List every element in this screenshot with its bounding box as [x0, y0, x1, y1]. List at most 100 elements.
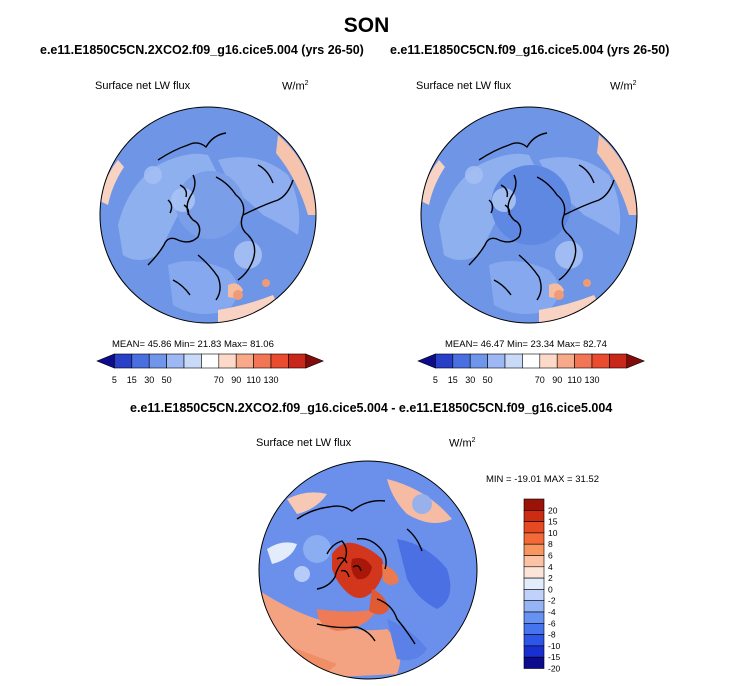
colorbar-tick-label: 130 — [263, 375, 278, 385]
colorbar-tick-label: 5 — [112, 375, 117, 385]
field-patch — [144, 166, 162, 184]
colorbar-tick-label: 4 — [548, 562, 553, 572]
coastline — [493, 279, 512, 296]
colorbar-tick-label: -6 — [548, 618, 556, 628]
colorbar-end-low — [96, 353, 115, 369]
panel3-units-label: W/m2 — [449, 437, 476, 450]
map-field — [421, 107, 637, 323]
field-patch — [539, 157, 621, 235]
colorbar-swatch — [201, 353, 220, 369]
colorbar-swatch — [270, 353, 289, 369]
coastline — [147, 174, 201, 266]
coastline — [488, 184, 511, 216]
field-patch — [171, 188, 195, 212]
colorbar-swatch — [131, 353, 150, 369]
panel1-units-label: W/m2 — [282, 80, 309, 93]
colorbar-end-high — [305, 353, 325, 369]
colorbar-tick-label: 90 — [552, 375, 562, 385]
colorbar-swatch — [523, 510, 545, 522]
colorbar-swatch — [523, 577, 545, 590]
colorbar-swatch — [523, 645, 545, 658]
field-patch — [382, 564, 399, 585]
coastline — [518, 254, 542, 301]
coastline — [478, 132, 548, 161]
coastline — [336, 556, 362, 578]
colorbar-end-high — [626, 353, 646, 369]
field-patch — [233, 290, 243, 300]
colorbar-swatch — [522, 353, 541, 369]
colorbar-swatch — [435, 353, 454, 369]
field-patch — [489, 261, 559, 314]
colorbar-tick-label: 8 — [548, 539, 553, 549]
field-patch — [267, 542, 297, 564]
colorbar-end-low — [417, 353, 436, 369]
colorbar-tick-label: 70 — [535, 375, 545, 385]
colorbar-tick-label: 0 — [548, 584, 553, 594]
colorbar-swatch — [523, 656, 545, 669]
panel1-stats: MEAN= 45.86 Min= 21.83 Max= 81.06 — [112, 339, 274, 350]
panel2-variable-label: Surface net LW flux — [416, 80, 512, 92]
colorbar-tick-label: 15 — [548, 517, 558, 527]
colorbar-swatch — [166, 353, 185, 369]
coastline — [167, 184, 190, 216]
colorbar-swatch — [523, 566, 545, 579]
colorbar-swatch — [523, 623, 545, 635]
colorbar-tick-label: -20 — [548, 664, 561, 674]
colorbar-swatch — [523, 498, 545, 511]
colorbar-swatch — [523, 555, 545, 568]
colorbar-tick-label: -10 — [548, 641, 561, 651]
field-patch — [387, 619, 427, 661]
colorbar-tick-label: 30 — [144, 375, 154, 385]
map-field — [259, 461, 477, 679]
colorbar-swatch — [253, 353, 272, 369]
coastline — [172, 279, 191, 296]
coastline — [242, 179, 294, 216]
colorbar-tick-label: -4 — [548, 607, 556, 617]
colorbar-tick-label: 6 — [548, 551, 553, 561]
colorbar-swatch — [523, 543, 545, 556]
coastline — [563, 179, 615, 216]
panel3-stats: MIN = -19.01 MAX = 31.52 — [486, 474, 600, 485]
field-patch — [555, 241, 583, 269]
coastline — [468, 174, 522, 266]
colorbar-swatch — [469, 353, 488, 369]
field-patch — [276, 135, 316, 215]
coastline — [197, 254, 221, 301]
colorbar-tick-label: 130 — [584, 375, 599, 385]
colorbar-tick-label: 90 — [231, 375, 241, 385]
colorbar-tick-label: 70 — [214, 375, 224, 385]
coastline — [257, 164, 274, 184]
field-patch — [369, 589, 389, 615]
field-patch — [218, 295, 278, 323]
colorbar-swatch — [523, 611, 545, 624]
colorbar-swatch — [183, 353, 202, 369]
field-patch — [539, 295, 599, 323]
colorbar-swatch — [114, 353, 133, 369]
colorbar-tick-label: 15 — [127, 375, 137, 385]
colorbar-swatch — [523, 600, 545, 613]
coastline — [215, 176, 256, 281]
field-patch — [168, 261, 238, 314]
field-patch — [492, 188, 516, 212]
colorbar-swatch — [523, 532, 545, 545]
panel3-title: e.e11.E1850C5CN.2XCO2.f09_g16.cice5.004 … — [130, 401, 613, 415]
colorbar-swatch — [288, 353, 307, 369]
colorbar-tick-label: -15 — [548, 652, 561, 662]
panel2-polar-map — [420, 106, 638, 324]
colorbar-tick-label: 50 — [162, 375, 172, 385]
colorbar-tick-label: -8 — [548, 630, 556, 640]
panel1-title: e.e11.E1850C5CN.2XCO2.f09_g16.cice5.004 … — [40, 43, 364, 57]
field-patch — [351, 558, 372, 580]
map-border — [420, 106, 638, 324]
colorbar-tick-label: 20 — [548, 505, 558, 515]
coastline — [157, 132, 227, 161]
field-patch — [597, 135, 637, 215]
colorbar-tick-label: 110 — [567, 375, 581, 385]
colorbar-swatch — [539, 353, 558, 369]
colorbar-swatch — [609, 353, 628, 369]
field-patch — [100, 160, 124, 205]
panel1-colorbar: 5 15 30 50 70 90 110 130 — [96, 353, 325, 385]
map-border — [99, 106, 317, 324]
panel3-variable-label: Surface net LW flux — [256, 437, 352, 449]
field-patch — [287, 492, 327, 514]
